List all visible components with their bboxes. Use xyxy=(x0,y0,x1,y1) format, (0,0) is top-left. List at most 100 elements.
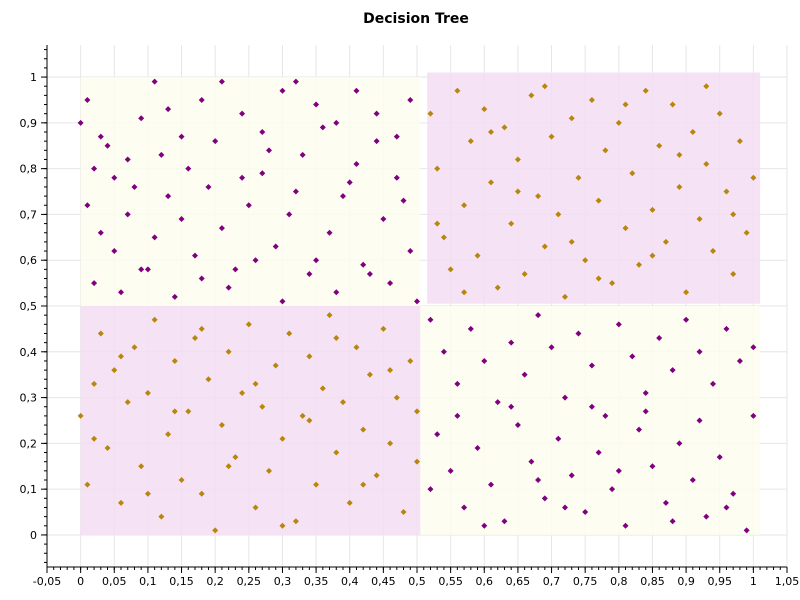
data-point xyxy=(111,174,118,181)
x-tick-label: 0,7 xyxy=(543,575,561,588)
data-point xyxy=(575,330,582,337)
data-point xyxy=(198,490,205,497)
y-tick-label: 0,4 xyxy=(20,346,38,359)
data-point xyxy=(313,101,320,108)
data-point xyxy=(454,87,461,94)
data-point xyxy=(736,357,743,364)
decision-region xyxy=(80,306,421,535)
x-tick-label: 0,8 xyxy=(610,575,628,588)
data-point xyxy=(259,129,266,135)
data-point xyxy=(642,87,649,94)
data-point xyxy=(97,330,104,337)
data-point xyxy=(245,202,252,209)
data-point xyxy=(279,87,286,94)
y-tick-label: 0,6 xyxy=(20,254,38,267)
data-point xyxy=(710,380,716,387)
data-point xyxy=(528,458,535,465)
data-point xyxy=(373,472,380,479)
data-point xyxy=(192,252,198,259)
x-tick-label: 0,05 xyxy=(102,575,127,588)
data-point xyxy=(703,513,710,520)
data-point xyxy=(683,316,690,323)
data-point xyxy=(743,527,750,534)
data-point xyxy=(158,513,165,520)
data-point xyxy=(555,435,562,442)
data-point xyxy=(151,316,158,323)
data-point xyxy=(535,193,542,200)
x-tick-label: 0,95 xyxy=(707,575,732,588)
data-point xyxy=(373,138,380,145)
data-point xyxy=(218,78,225,85)
data-point xyxy=(736,138,743,145)
data-point xyxy=(447,467,454,474)
decision-region xyxy=(80,77,421,306)
data-point xyxy=(696,216,703,222)
data-point xyxy=(582,257,589,264)
data-point xyxy=(118,289,124,296)
data-point xyxy=(151,78,158,85)
data-point xyxy=(91,280,98,287)
data-point xyxy=(259,170,266,177)
y-tick-label: 0,8 xyxy=(20,163,38,176)
data-point xyxy=(400,509,407,516)
data-point xyxy=(595,275,602,282)
data-point xyxy=(111,367,118,374)
data-point xyxy=(292,518,299,525)
data-point xyxy=(380,325,387,332)
data-point xyxy=(642,390,649,396)
data-point xyxy=(696,417,703,424)
data-point xyxy=(292,188,299,195)
axes: -0,05 0 0,05 0,1 0,15 0,2 0,25 0,3 0,35 0,4 0,45 0,… xyxy=(20,45,799,588)
data-point xyxy=(212,527,219,534)
data-point xyxy=(541,243,548,250)
data-point xyxy=(239,110,246,117)
data-point xyxy=(286,211,293,218)
data-point xyxy=(669,518,676,525)
data-point xyxy=(723,325,730,332)
data-point xyxy=(622,101,629,108)
data-point xyxy=(588,362,595,369)
data-point xyxy=(225,284,232,291)
data-point xyxy=(662,238,669,245)
x-tick-label: 0,55 xyxy=(438,575,463,588)
data-point xyxy=(649,252,656,259)
data-point xyxy=(514,156,521,163)
data-point xyxy=(602,147,609,154)
data-point xyxy=(454,380,461,387)
data-point xyxy=(602,412,609,419)
data-point xyxy=(313,257,320,264)
data-point xyxy=(292,78,299,85)
data-point xyxy=(750,412,757,419)
data-point xyxy=(447,266,454,273)
x-tick-label: 0,15 xyxy=(169,575,194,588)
data-point xyxy=(97,133,104,140)
data-point xyxy=(615,467,622,474)
data-point xyxy=(366,270,373,277)
data-point xyxy=(360,261,367,268)
data-point xyxy=(380,216,387,222)
data-point xyxy=(528,92,535,99)
data-point xyxy=(521,270,528,277)
data-point xyxy=(609,280,616,287)
data-point xyxy=(266,467,272,474)
data-point xyxy=(595,449,602,456)
data-point xyxy=(84,202,91,209)
data-point xyxy=(84,481,91,488)
data-point xyxy=(158,151,165,158)
data-point xyxy=(508,339,515,346)
data-point xyxy=(474,252,481,259)
data-point xyxy=(521,371,528,378)
data-point xyxy=(400,197,407,204)
data-point xyxy=(609,486,616,493)
data-point xyxy=(84,96,91,103)
data-point xyxy=(474,444,481,451)
data-point xyxy=(272,243,279,250)
y-tick-label: 0,9 xyxy=(20,117,38,130)
data-point xyxy=(144,266,151,273)
data-point xyxy=(138,115,145,122)
x-tick-label: 0,25 xyxy=(237,575,262,588)
data-point xyxy=(225,463,232,470)
data-point xyxy=(326,229,333,236)
data-point xyxy=(192,335,198,342)
data-point xyxy=(360,426,367,433)
